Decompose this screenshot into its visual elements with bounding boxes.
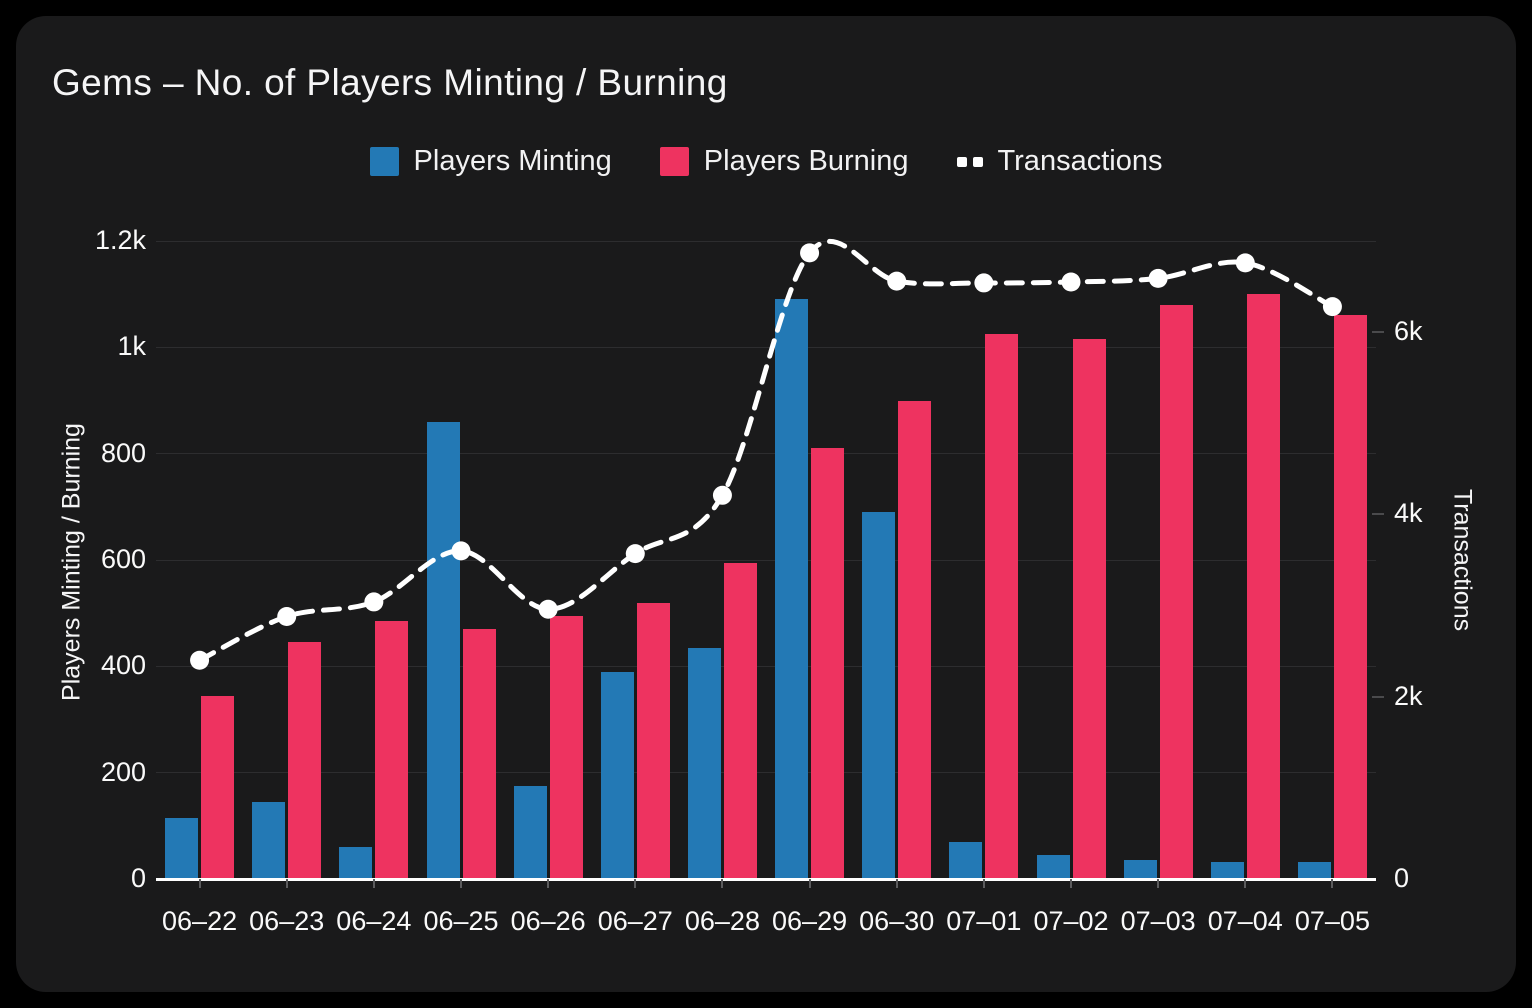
- x-axis-label: 06–28: [684, 906, 760, 936]
- legend-swatch-burning-icon: [659, 147, 689, 176]
- x-axis-baseline: [156, 877, 1376, 881]
- bar-burning-07–03[interactable]: [1159, 304, 1193, 879]
- x-axis-tickmark: [285, 879, 288, 888]
- legend-label-minting: Players Minting: [413, 145, 612, 177]
- x-axis-label: 06–27: [597, 906, 673, 936]
- y-axis-tick-right: 4k: [1394, 498, 1423, 529]
- x-axis-tickmark: [198, 879, 201, 888]
- x-axis-label: 06–29: [772, 906, 848, 936]
- y-axis-tick-left: 1k: [117, 331, 146, 362]
- gridline: [156, 346, 1376, 348]
- x-axis-label: 07–01: [946, 906, 1022, 936]
- bar-burning-07–05[interactable]: [1333, 315, 1367, 879]
- y-axis-tick-left: 600: [100, 544, 146, 574]
- legend-item-transactions[interactable]: Transactions: [956, 145, 1163, 178]
- legend-item-burning[interactable]: Players Burning: [659, 145, 909, 178]
- x-axis-tickmark: [634, 879, 637, 888]
- legend-swatch-minting-icon: [369, 147, 399, 176]
- bar-minting-07–04[interactable]: [1210, 861, 1244, 879]
- bar-minting-06–30[interactable]: [862, 512, 896, 879]
- bar-minting-06–26[interactable]: [513, 785, 547, 879]
- bar-burning-07–02[interactable]: [1072, 339, 1106, 879]
- x-axis-tickmark: [808, 879, 811, 888]
- y-axis-tickmark-right: [1372, 513, 1384, 516]
- bar-burning-06–30[interactable]: [898, 400, 932, 879]
- y-axis-tick-left: 1.2k: [94, 225, 146, 255]
- y-axis-tickmark-right: [1372, 331, 1384, 334]
- bar-burning-06–27[interactable]: [636, 602, 670, 879]
- bar-minting-06–28[interactable]: [687, 647, 721, 879]
- y-axis-tick-right: 6k: [1394, 316, 1423, 347]
- y-axis-tickmark-right: [1372, 695, 1384, 698]
- x-axis-label: 06–25: [423, 906, 499, 936]
- x-axis-tickmark: [1331, 879, 1334, 888]
- bar-minting-06–23[interactable]: [252, 801, 286, 879]
- x-axis-tickmark: [1244, 879, 1247, 888]
- left-axis-title: Players Minting / Burning: [57, 423, 86, 701]
- bar-minting-07–02[interactable]: [1036, 855, 1070, 879]
- gridline: [156, 453, 1376, 455]
- x-axis-label: 06–23: [249, 906, 325, 936]
- bar-minting-07–01[interactable]: [949, 841, 983, 879]
- gridline: [156, 665, 1376, 667]
- bar-minting-07–05[interactable]: [1297, 861, 1331, 879]
- x-axis-tickmark: [547, 879, 550, 888]
- legend-label-transactions: Transactions: [997, 145, 1163, 177]
- bar-burning-07–01[interactable]: [985, 334, 1019, 879]
- y-axis-tick-left: 200: [100, 756, 146, 787]
- bar-burning-06–29[interactable]: [811, 448, 845, 879]
- bar-burning-06–25[interactable]: [462, 629, 496, 879]
- x-axis-tickmark: [895, 879, 898, 888]
- x-axis-tickmark: [1070, 879, 1072, 888]
- bar-minting-06–27[interactable]: [600, 671, 634, 879]
- x-axis-tickmark: [460, 879, 462, 888]
- y-axis-tick-right: 0: [1394, 863, 1410, 893]
- y-axis-tick-left: 0: [130, 863, 146, 893]
- y-axis-tick-right: 2k: [1394, 680, 1423, 711]
- x-axis-label: 06–26: [510, 906, 586, 936]
- x-axis-label: 06–24: [336, 906, 412, 936]
- y-axis-tick-left: 400: [100, 650, 146, 681]
- bar-burning-07–04[interactable]: [1246, 294, 1280, 879]
- bar-minting-06–24[interactable]: [339, 847, 373, 879]
- bar-minting-06–22[interactable]: [165, 817, 199, 879]
- x-axis-tickmark: [1157, 879, 1160, 888]
- bar-burning-06–22[interactable]: [201, 695, 235, 879]
- bar-minting-06–29[interactable]: [775, 299, 809, 879]
- gridline: [156, 240, 1376, 242]
- y-axis-tick-left: 800: [100, 437, 146, 468]
- x-axis-label: 06–22: [162, 906, 238, 936]
- x-axis-label: 06–30: [859, 906, 935, 936]
- bar-burning-06–24[interactable]: [375, 621, 409, 879]
- legend-dashed-line-icon: [956, 156, 983, 167]
- bar-burning-06–28[interactable]: [723, 562, 757, 879]
- gridline: [156, 559, 1376, 561]
- gridline: [156, 772, 1376, 774]
- x-axis-label: 07–04: [1207, 906, 1283, 936]
- chart-title: Gems – No. of Players Minting / Burning: [52, 62, 728, 103]
- legend-label-burning: Players Burning: [703, 145, 909, 177]
- x-axis-label: 07–02: [1033, 906, 1109, 936]
- x-axis-label: 07–05: [1294, 906, 1370, 936]
- bar-burning-06–23[interactable]: [288, 642, 322, 879]
- x-axis-tickmark: [721, 879, 724, 888]
- x-axis-label: 07–03: [1120, 906, 1196, 936]
- legend: Players Minting Players Burning Transact…: [0, 145, 1532, 178]
- x-axis-tickmark: [982, 879, 985, 888]
- bar-minting-07–03[interactable]: [1123, 860, 1157, 879]
- x-axis-tickmark: [372, 879, 375, 888]
- bar-minting-06–25[interactable]: [426, 421, 460, 879]
- bar-burning-06–26[interactable]: [549, 615, 583, 879]
- right-axis-title: Transactions: [1448, 488, 1477, 632]
- legend-item-minting[interactable]: Players Minting: [369, 145, 612, 178]
